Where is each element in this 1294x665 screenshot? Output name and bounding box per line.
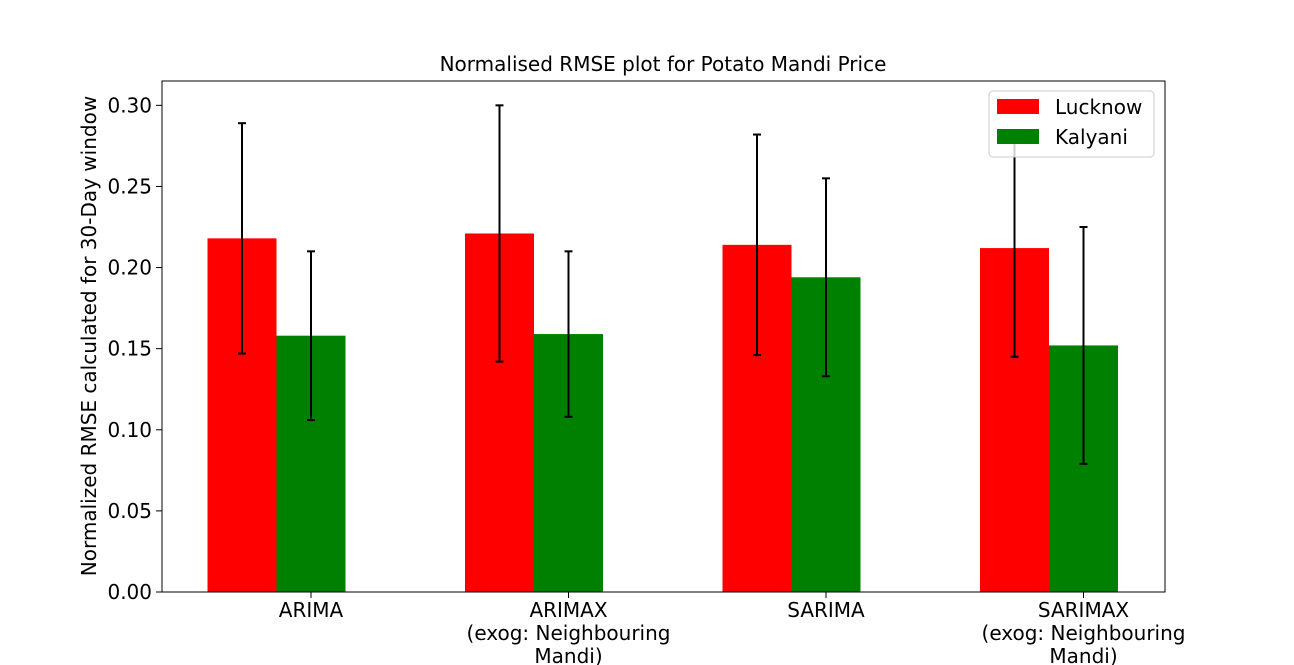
legend-label-lucknow: Lucknow [1055, 95, 1142, 119]
y-tick-label: 0.15 [107, 337, 152, 361]
x-axis-ticks: ARIMA ARIMAX(exog: NeighbouringMandi)SARI… [279, 592, 1186, 665]
legend: Lucknow Kalyani [988, 90, 1155, 158]
y-tick-label: 0.30 [107, 93, 152, 117]
legend-swatch-lucknow [997, 99, 1039, 114]
y-tick-label: 0.00 [107, 580, 152, 604]
legend-swatch-kalyani [997, 129, 1039, 144]
y-tick-label: 0.20 [107, 256, 152, 280]
plot-area: 0.00 0.05 0.10 0.15 0.20 0.25 0.30 ARIMA ARIMAX… [107, 80, 1186, 665]
error-bars-group [238, 104, 1088, 465]
axes-frame [161, 80, 1166, 593]
x-tick-label: ARIMAX [529, 598, 607, 622]
y-tick-label: 0.05 [107, 499, 152, 523]
x-tick-label: Mandi) [534, 644, 602, 665]
y-tick-label: 0.10 [107, 418, 152, 442]
y-tick-label: 0.25 [107, 174, 152, 198]
x-tick-label: (exog: Neighbouring [467, 621, 671, 645]
x-tick-label: Mandi) [1049, 644, 1117, 665]
y-axis-label: Normalized RMSE calculated for 30-Day wi… [77, 96, 101, 576]
chart-title: Normalised RMSE plot for Potato Mandi Pr… [440, 52, 887, 76]
y-axis-ticks: 0.00 0.05 0.10 0.15 0.20 0.25 0.30 [107, 93, 162, 604]
x-tick-label: SARIMAX [1038, 598, 1129, 622]
x-tick-label: ARIMA [279, 598, 344, 622]
x-tick-label: (exog: Neighbouring [982, 621, 1186, 645]
legend-label-kalyani: Kalyani [1055, 125, 1128, 149]
x-tick-label: SARIMA [787, 598, 865, 622]
